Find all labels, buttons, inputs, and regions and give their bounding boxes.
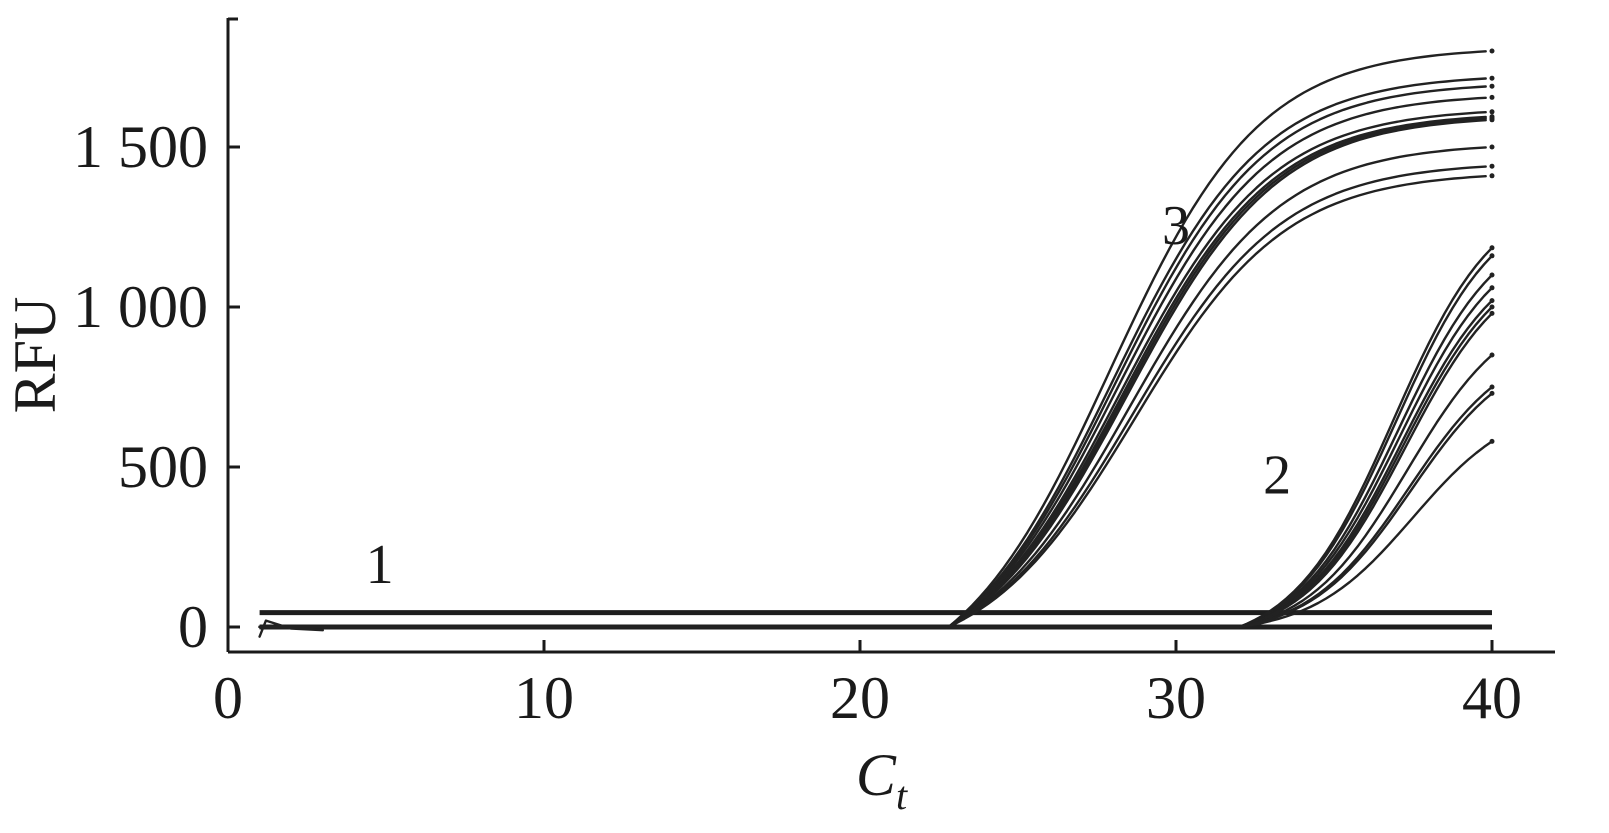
amplification-curve-group-3 — [258, 50, 1487, 629]
plot-area — [258, 48, 1495, 638]
curve-end-marker — [1489, 83, 1495, 89]
amplification-curve-group-3 — [258, 77, 1487, 629]
curve-end-marker — [1489, 144, 1495, 150]
y-tick-label: 500 — [118, 434, 208, 500]
amplification-curve-group-2 — [258, 254, 1494, 629]
amplification-curve-group-2 — [258, 392, 1494, 629]
curve-end-marker — [1489, 390, 1495, 396]
amplification-curve-group-3 — [258, 96, 1487, 629]
annotations: 1 2 3 — [366, 195, 1291, 596]
x-tick-label: 20 — [830, 665, 890, 731]
curve-end-marker — [1489, 109, 1495, 115]
curve-end-marker — [1489, 272, 1495, 278]
curve-end-marker — [1489, 48, 1495, 54]
group-annotation-3: 3 — [1162, 195, 1190, 257]
amplification-curve-group-2 — [258, 353, 1494, 629]
curve-end-marker — [1489, 94, 1495, 100]
amplification-curve-group-2 — [258, 273, 1494, 629]
curve-end-marker — [1489, 310, 1495, 316]
x-axis-title-main: C — [856, 742, 897, 808]
y-tick-label: 1 000 — [73, 274, 208, 340]
amplification-curve-group-3 — [258, 115, 1487, 629]
amplification-curve-group-2 — [258, 246, 1494, 629]
y-axis-title: RFU — [2, 297, 68, 414]
group-annotation-2: 2 — [1263, 444, 1291, 506]
x-tick-label: 0 — [213, 665, 243, 731]
curve-end-marker — [1489, 173, 1495, 179]
amplification-curve-group-3 — [258, 165, 1487, 629]
amplification-curve-group-3 — [258, 85, 1487, 629]
curve-end-marker — [1489, 163, 1495, 169]
amplification-curve-group-2 — [258, 440, 1494, 629]
amplification-curve-group-3 — [258, 119, 1487, 629]
curve-end-marker — [1489, 285, 1495, 291]
group-annotation-1: 1 — [366, 534, 394, 596]
curve-end-marker — [1489, 117, 1495, 123]
baseline-noise — [258, 619, 324, 638]
curve-end-marker — [1489, 438, 1495, 444]
curve-end-marker — [1489, 298, 1495, 304]
x-tick-label: 30 — [1146, 665, 1206, 731]
x-tick-label: 10 — [514, 665, 574, 731]
x-axis-title: Ct — [856, 742, 908, 818]
amplification-curve-group-3 — [258, 111, 1487, 629]
amplification-curve-group-3 — [258, 117, 1487, 629]
x-axis: 0 10 20 30 40 — [213, 640, 1555, 731]
x-axis-title-subscript: t — [896, 773, 908, 818]
x-tick-label: 40 — [1462, 665, 1522, 731]
curve-end-marker — [1489, 384, 1495, 390]
curve-end-marker — [1489, 75, 1495, 81]
amplification-curve-group-2 — [258, 312, 1494, 629]
amplification-curve-group-3 — [258, 146, 1487, 629]
curve-end-marker — [1489, 352, 1495, 358]
curve-end-marker — [1489, 253, 1495, 259]
curve-end-marker — [1489, 304, 1495, 310]
y-tick-label: 0 — [178, 594, 208, 660]
curve-end-marker — [1489, 245, 1495, 251]
amplification-curve-group-3 — [258, 175, 1487, 629]
y-axis: 0 500 1 000 1 500 — [73, 17, 240, 660]
y-tick-label: 1 500 — [73, 114, 208, 180]
